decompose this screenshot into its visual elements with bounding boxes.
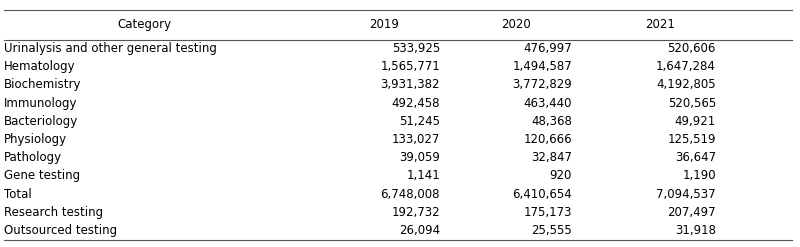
Text: 1,141: 1,141 <box>406 169 440 183</box>
Text: 49,921: 49,921 <box>674 115 716 128</box>
Text: Physiology: Physiology <box>4 133 67 146</box>
Text: 207,497: 207,497 <box>667 206 716 219</box>
Text: 26,094: 26,094 <box>399 224 440 237</box>
Text: Bacteriology: Bacteriology <box>4 115 78 128</box>
Text: 125,519: 125,519 <box>667 133 716 146</box>
Text: Gene testing: Gene testing <box>4 169 80 183</box>
Text: 2020: 2020 <box>501 18 531 31</box>
Text: Urinalysis and other general testing: Urinalysis and other general testing <box>4 42 217 55</box>
Text: 32,847: 32,847 <box>531 151 572 164</box>
Text: 120,666: 120,666 <box>523 133 572 146</box>
Text: 2019: 2019 <box>369 18 399 31</box>
Text: 192,732: 192,732 <box>391 206 440 219</box>
Text: 6,748,008: 6,748,008 <box>381 188 440 201</box>
Text: 48,368: 48,368 <box>531 115 572 128</box>
Text: 1,494,587: 1,494,587 <box>512 60 572 73</box>
Text: 520,606: 520,606 <box>668 42 716 55</box>
Text: Pathology: Pathology <box>4 151 62 164</box>
Text: 492,458: 492,458 <box>391 97 440 110</box>
Text: Immunology: Immunology <box>4 97 78 110</box>
Text: 25,555: 25,555 <box>531 224 572 237</box>
Text: 476,997: 476,997 <box>523 42 572 55</box>
Text: 1,565,771: 1,565,771 <box>380 60 440 73</box>
Text: 31,918: 31,918 <box>675 224 716 237</box>
Text: 39,059: 39,059 <box>399 151 440 164</box>
Text: 2021: 2021 <box>645 18 675 31</box>
Text: 7,094,537: 7,094,537 <box>656 188 716 201</box>
Text: 3,931,382: 3,931,382 <box>381 79 440 91</box>
Text: 51,245: 51,245 <box>399 115 440 128</box>
Text: Biochemistry: Biochemistry <box>4 79 82 91</box>
Text: 4,192,805: 4,192,805 <box>656 79 716 91</box>
Text: 6,410,654: 6,410,654 <box>512 188 572 201</box>
Text: 36,647: 36,647 <box>675 151 716 164</box>
Text: 1,647,284: 1,647,284 <box>656 60 716 73</box>
Text: 3,772,829: 3,772,829 <box>512 79 572 91</box>
Text: Hematology: Hematology <box>4 60 76 73</box>
Text: 1,190: 1,190 <box>682 169 716 183</box>
Text: Category: Category <box>117 18 171 31</box>
Text: 463,440: 463,440 <box>523 97 572 110</box>
Text: 920: 920 <box>550 169 572 183</box>
Text: 133,027: 133,027 <box>392 133 440 146</box>
Text: Research testing: Research testing <box>4 206 103 219</box>
Text: 520,565: 520,565 <box>668 97 716 110</box>
Text: 175,173: 175,173 <box>523 206 572 219</box>
Text: Outsourced testing: Outsourced testing <box>4 224 117 237</box>
Text: Total: Total <box>4 188 32 201</box>
Text: 533,925: 533,925 <box>392 42 440 55</box>
